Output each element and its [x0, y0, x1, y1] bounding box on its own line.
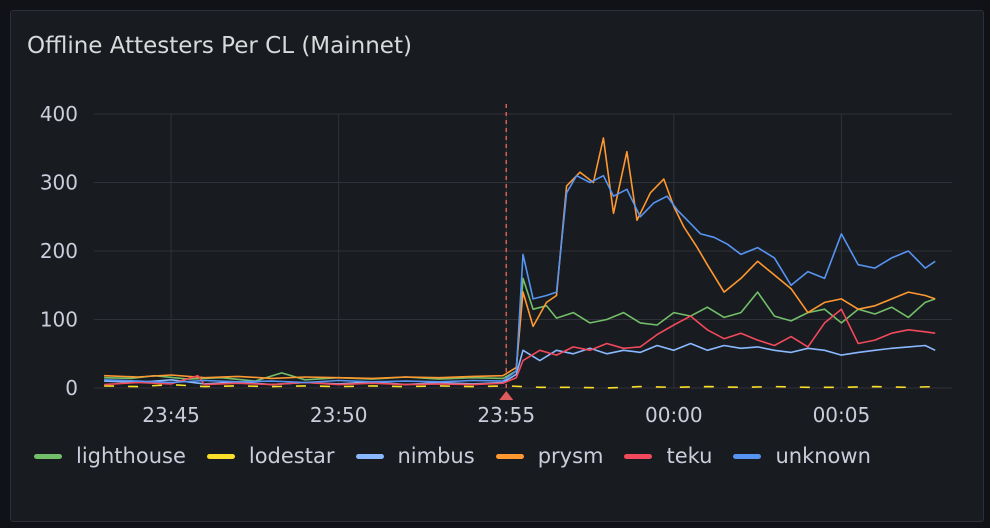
x-axis: 23:45 23:50 23:55 00:00 00:05	[142, 403, 870, 427]
legend-swatch	[355, 453, 384, 459]
legend-item-prysm[interactable]: prysm	[495, 444, 604, 468]
legend-label: prysm	[537, 444, 604, 468]
legend-item-unknown[interactable]: unknown	[733, 444, 871, 468]
series-line-lodestar	[104, 383, 936, 389]
y-tick-label: 300	[40, 171, 78, 195]
x-tick-label: 23:55	[477, 403, 535, 427]
panel-title: Offline Attesters Per CL (Mainnet)	[27, 33, 412, 59]
legend-swatch	[495, 453, 524, 459]
legend-label: unknown	[775, 444, 871, 468]
series-line-lighthouse	[104, 277, 936, 382]
y-axis: 0 100 200 300 400	[40, 102, 78, 400]
series-line-teku	[104, 308, 936, 386]
series-line-unknown	[104, 174, 936, 384]
event-marker	[499, 104, 514, 400]
legend-item-lodestar[interactable]: lodestar	[206, 444, 335, 468]
x-tick-label: 00:00	[645, 403, 703, 427]
legend-item-nimbus[interactable]: nimbus	[355, 444, 475, 468]
x-tick-label: 00:05	[813, 403, 871, 427]
annotation-marker	[499, 391, 514, 400]
legend-label: lodestar	[248, 444, 335, 468]
legend-swatch	[624, 453, 653, 459]
y-tick-label: 200	[40, 239, 78, 263]
legend-item-lighthouse[interactable]: lighthouse	[34, 444, 186, 468]
y-tick-label: 100	[40, 308, 78, 332]
y-tick-label: 0	[65, 376, 78, 400]
x-tick-label: 23:50	[310, 403, 368, 427]
legend-swatch	[206, 453, 235, 459]
legend-swatch	[733, 453, 762, 459]
legend-swatch	[34, 453, 62, 459]
legend-label: teku	[666, 444, 713, 468]
chart-legend: lighthouse lodestar nimbus prysm teku unknown	[34, 444, 892, 468]
legend-label: nimbus	[397, 444, 475, 468]
x-tick-label: 23:45	[142, 403, 200, 427]
series-line-prysm	[104, 137, 936, 380]
chart-grid	[94, 113, 952, 389]
chart-panel: Offline Attesters Per CL (Mainnet)	[10, 10, 984, 522]
y-tick-label: 400	[40, 102, 78, 126]
legend-item-teku[interactable]: teku	[624, 444, 712, 468]
series-lines	[104, 137, 936, 389]
legend-label: lighthouse	[76, 444, 186, 468]
